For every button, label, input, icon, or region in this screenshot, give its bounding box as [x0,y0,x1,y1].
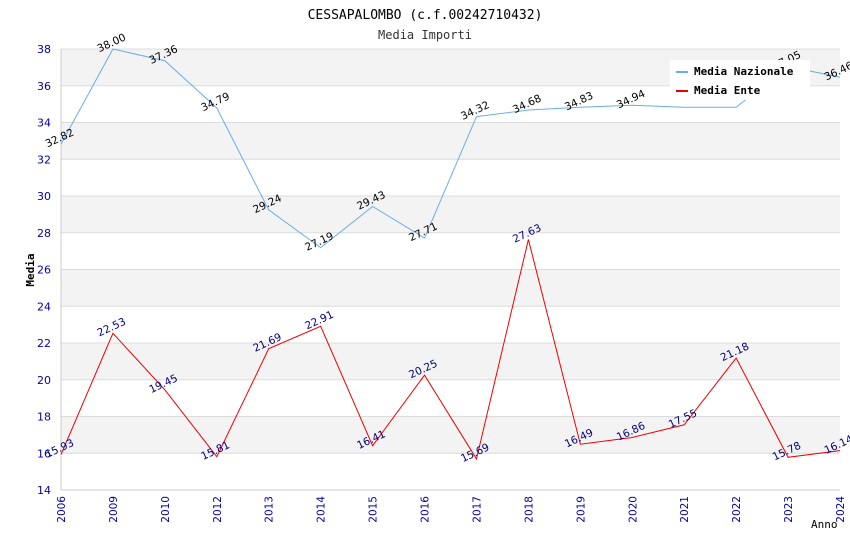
x-tick-label: 2020 [627,496,639,523]
y-tick-label: 22 [37,337,51,350]
y-tick-label: 16 [37,447,51,460]
legend-label-ente: Media Ente [694,84,761,97]
x-tick-label: 2016 [420,496,432,523]
grid-bands [60,48,840,491]
series-lines [60,48,841,461]
grid-band [61,306,840,343]
x-axis-label: Anno [811,518,838,531]
grid-band [61,453,840,490]
x-tick-label: 2018 [523,496,535,523]
y-tick-label: 32 [37,153,51,166]
y-tick-label: 14 [37,484,51,497]
chart-title: CESSAPALOMBO (c.f.00242710432) [308,8,543,23]
y-tick-label: 26 [37,264,51,277]
legend: Media Nazionale Media Ente [670,60,810,100]
y-axis-label: Media [24,253,37,286]
grid-band [61,122,840,160]
legend-label-nazionale: Media Nazionale [694,65,794,78]
y-tick-label: 36 [37,80,51,93]
y-tick-label: 30 [37,190,51,203]
grid-band [61,269,840,307]
series-line-nazionale [60,48,841,249]
chart-subtitle: Media Importi [378,28,472,42]
x-tick-label: 2022 [731,496,743,523]
y-tick-label: 24 [37,300,51,313]
x-tick-label: 2023 [783,496,795,523]
x-tick-label: 2021 [679,496,691,523]
x-tick-label: 2010 [160,496,172,523]
grid-band [61,416,840,454]
legend-box [670,60,810,100]
y-tick-label: 28 [37,227,51,240]
y-tick-label: 20 [37,374,51,387]
y-tick-label: 18 [37,411,51,424]
x-tick-label: 2006 [56,496,68,523]
x-tick-label: 2019 [575,496,587,523]
y-axis-ticks: 14 16 18 20 22 24 26 28 30 32 34 36 38 [37,43,51,497]
x-tick-label: 2015 [368,496,380,523]
series-line-ente [60,239,841,461]
x-tick-label: 2012 [212,496,224,523]
y-tick-label: 38 [37,43,51,56]
x-tick-label: 2013 [264,496,276,523]
x-tick-label: 2017 [471,496,483,523]
x-axis-ticks: 2006 2009 2010 2012 2013 2014 2015 2016 2017 2018… [56,496,847,523]
grid-band [61,343,840,380]
x-tick-label: 2009 [108,496,120,523]
grid-band [61,379,840,417]
y-tick-label: 34 [37,117,51,130]
grid-band [61,196,840,233]
x-tick-label: 2024 [835,496,847,523]
x-tick-label: 2014 [316,496,328,523]
grid-band [61,232,840,270]
